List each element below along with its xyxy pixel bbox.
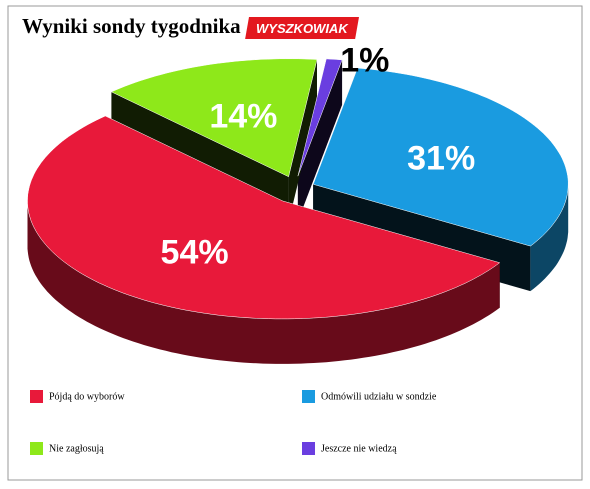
brand: WYSZKOWIAK bbox=[256, 21, 349, 36]
legend-label: Odmówili udziału w sondzie bbox=[321, 391, 437, 402]
value-label: 54% bbox=[161, 233, 229, 271]
legend-label: Pójdą do wyborów bbox=[49, 391, 125, 402]
value-label: 31% bbox=[407, 140, 475, 178]
slice-edge bbox=[288, 59, 317, 222]
legend-swatch bbox=[302, 442, 315, 455]
value-label: 14% bbox=[209, 97, 277, 135]
legend-label: Jeszcze nie wiedzą bbox=[321, 443, 397, 454]
legend-swatch bbox=[302, 390, 315, 403]
slice-side bbox=[27, 200, 500, 364]
slice bbox=[312, 67, 569, 247]
value-label: 1% bbox=[340, 41, 389, 79]
slice-edge bbox=[297, 59, 343, 222]
legend-label: Nie zagłosują bbox=[49, 443, 104, 454]
chart-title: Wyniki sondy tygodnika bbox=[22, 14, 241, 38]
slice bbox=[27, 115, 501, 320]
slice bbox=[297, 58, 343, 177]
slice-side bbox=[530, 184, 569, 292]
slice bbox=[110, 58, 318, 178]
legend-swatch bbox=[30, 390, 43, 403]
legend-swatch bbox=[30, 442, 43, 455]
brand-box bbox=[245, 17, 360, 39]
